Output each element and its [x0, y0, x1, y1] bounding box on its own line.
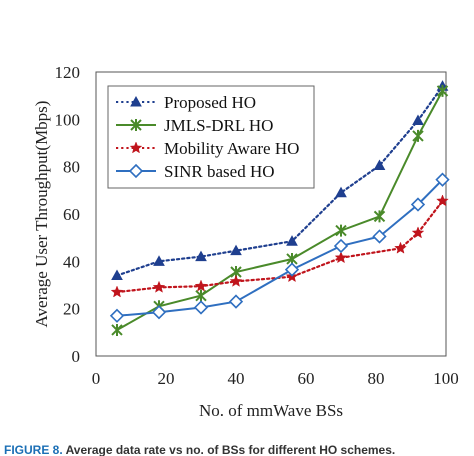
- x-tick-label: 80: [368, 369, 385, 388]
- x-axis-label: No. of mmWave BSs: [199, 401, 343, 420]
- data-point: [334, 251, 348, 264]
- data-point: [193, 300, 209, 315]
- data-point: [335, 186, 347, 198]
- data-point: [333, 238, 349, 254]
- y-tick-label: 120: [55, 63, 81, 82]
- chart: 0 20 40 60 80 100 0 20 40 60 80 100 120 Proposed HO…: [32, 63, 459, 420]
- data-point: [412, 114, 424, 126]
- plot-border: [95, 71, 447, 357]
- series-layer: [109, 80, 450, 336]
- data-point: [286, 235, 298, 246]
- caption-text: Average data rate vs no. of BSs for diff…: [65, 444, 396, 456]
- data-point: [284, 262, 300, 277]
- y-axis: 0 20 40 60 80 100 120: [55, 63, 81, 366]
- series-proposed-ho: [111, 80, 449, 281]
- series-jmls-drl-ho: [111, 84, 449, 336]
- data-point: [110, 285, 124, 298]
- x-tick-label: 0: [92, 369, 101, 388]
- data-point: [151, 305, 167, 320]
- plot-area: [95, 71, 447, 357]
- x-tick-label: 40: [228, 369, 245, 388]
- data-point: [228, 294, 244, 309]
- legend-entry: SINR based HO: [116, 162, 275, 181]
- data-point: [436, 84, 449, 97]
- y-tick-label: 0: [72, 347, 81, 366]
- y-axis-label: Average User Throughput(Mbps): [32, 101, 51, 328]
- figure-caption: FIGURE 8. Average data rate vs no. of BS…: [4, 444, 474, 456]
- legend-entry: Proposed HO: [116, 93, 256, 112]
- data-point: [373, 210, 386, 223]
- x-tick-label: 60: [298, 369, 315, 388]
- legend: Proposed HO JMLS-DRL HO Mobility Aware HO S…: [107, 85, 315, 189]
- legend-label: Mobility Aware HO: [164, 139, 299, 158]
- y-tick-label: 100: [55, 110, 81, 129]
- data-point: [372, 229, 387, 244]
- legend-entry: JMLS-DRL HO: [116, 116, 273, 135]
- y-tick-label: 40: [63, 252, 80, 271]
- data-point: [195, 289, 207, 302]
- data-point: [436, 194, 449, 207]
- data-point: [335, 224, 347, 237]
- data-point: [109, 308, 125, 323]
- legend-label: SINR based HO: [164, 162, 275, 181]
- y-tick-label: 60: [63, 205, 80, 224]
- data-point: [394, 241, 407, 254]
- data-point: [111, 323, 123, 336]
- data-point: [152, 280, 166, 293]
- y-tick-label: 80: [63, 158, 80, 177]
- x-axis: 0 20 40 60 80 100: [92, 369, 459, 388]
- data-point: [111, 269, 123, 281]
- series-line: [115, 199, 444, 294]
- legend-marker: [129, 141, 143, 154]
- data-point: [410, 197, 426, 212]
- data-point: [229, 274, 243, 287]
- data-point: [373, 159, 386, 170]
- legend-marker: [128, 163, 144, 179]
- series-sinr-based-ho: [109, 172, 450, 323]
- data-point: [194, 279, 208, 292]
- series-mobility-aware-ho: [110, 194, 449, 298]
- legend-marker: [130, 119, 142, 131]
- legend-label: Proposed HO: [164, 93, 256, 112]
- data-point: [230, 244, 242, 256]
- x-tick-label: 100: [433, 369, 459, 388]
- x-tick-label: 20: [158, 369, 175, 388]
- legend-marker: [130, 95, 142, 107]
- figure-label: FIGURE 8.: [4, 444, 63, 456]
- legend-entry: Mobility Aware HO: [116, 139, 299, 158]
- data-point: [153, 255, 165, 266]
- data-point: [435, 172, 450, 187]
- legend-label: JMLS-DRL HO: [164, 116, 273, 135]
- series-line: [116, 178, 444, 317]
- data-point: [195, 250, 207, 262]
- data-point: [411, 226, 425, 239]
- data-point: [412, 129, 424, 142]
- y-tick-label: 20: [63, 300, 80, 319]
